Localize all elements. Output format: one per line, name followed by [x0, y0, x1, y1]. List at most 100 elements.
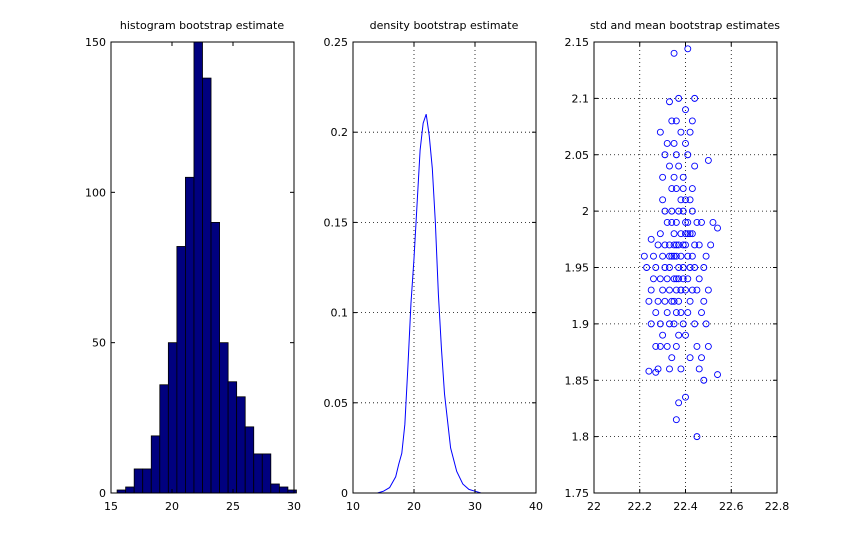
scatter-point — [679, 264, 687, 271]
scatter-panel: std and mean bootstrap estimates 22 22.2 2… — [565, 19, 790, 513]
scatter-point — [679, 241, 687, 249]
scatter-x-tick-label: 22 — [587, 500, 601, 513]
scatter-point — [666, 252, 673, 260]
scatter-point — [675, 94, 683, 102]
scatter-point — [659, 286, 667, 294]
histogram-x-tick-label: 30 — [287, 500, 301, 513]
density-line — [377, 113, 482, 494]
scatter-title: std and mean bootstrap estimates — [590, 19, 780, 32]
scatter-point — [682, 331, 689, 339]
scatter-x-tick-label: 22.6 — [719, 500, 744, 513]
scatter-point — [675, 264, 683, 271]
histogram-bar — [125, 486, 135, 494]
scatter-point — [661, 207, 669, 215]
scatter-point — [670, 173, 678, 181]
scatter-point — [675, 297, 683, 305]
scatter-point — [714, 371, 721, 379]
scatter-point — [668, 207, 676, 215]
scatter-point — [656, 230, 664, 238]
scatter-point — [668, 117, 676, 125]
histogram-y-tick-label: 100 — [85, 186, 106, 199]
scatter-point — [654, 365, 662, 373]
scatter-point — [670, 275, 678, 283]
scatter-point — [663, 309, 671, 317]
histogram-y-tick-label: 50 — [92, 337, 106, 350]
scatter-point — [670, 320, 678, 328]
histogram-bar — [210, 221, 220, 494]
histogram-bar — [219, 342, 229, 494]
scatter-point — [659, 196, 667, 204]
scatter-point — [682, 218, 689, 226]
scatter-point — [647, 286, 655, 294]
scatter-point — [661, 241, 669, 249]
histogram-bar — [278, 486, 289, 494]
density-y-tick-label: 0.15 — [324, 216, 349, 229]
scatter-point — [672, 185, 680, 193]
scatter-point — [668, 252, 676, 260]
scatter-point — [684, 45, 692, 53]
scatter-y-tick-label: 1.9 — [572, 318, 590, 331]
histogram-x-tick-label: 20 — [165, 500, 179, 513]
scatter-point — [684, 275, 692, 283]
density-x-tick-label: 30 — [468, 500, 482, 513]
scatter-point — [679, 207, 687, 215]
scatter-x-tick-label: 22.4 — [673, 500, 698, 513]
scatter-point — [677, 252, 685, 260]
scatter-point — [688, 286, 696, 294]
scatter-point — [682, 230, 689, 238]
scatter-point — [684, 218, 692, 226]
histogram-title: histogram bootstrap estimate — [120, 19, 284, 32]
scatter-point — [670, 140, 678, 147]
scatter-point — [670, 230, 678, 238]
histogram-bar — [244, 426, 255, 494]
scatter-point — [672, 151, 680, 159]
scatter-point — [682, 241, 689, 249]
scatter-point — [668, 354, 676, 362]
scatter-point — [691, 241, 699, 249]
scatter-point — [682, 286, 689, 294]
histogram-x-tick-label: 25 — [226, 500, 240, 513]
scatter-point — [647, 320, 655, 328]
scatter-point — [688, 117, 696, 125]
scatter-point — [672, 218, 680, 226]
scatter-point — [677, 128, 685, 136]
scatter-point — [682, 140, 689, 147]
histogram-y-tick-label: 150 — [85, 36, 106, 49]
scatter-point — [672, 286, 680, 294]
scatter-point — [684, 309, 692, 317]
scatter-point — [668, 218, 676, 226]
scatter-point — [707, 241, 715, 249]
scatter-point — [684, 151, 692, 159]
scatter-point — [670, 49, 678, 57]
scatter-point — [650, 252, 657, 260]
scatter-y-tick-label: 2.1 — [572, 92, 590, 105]
scatter-point — [686, 230, 694, 238]
scatter-point — [691, 162, 699, 170]
histogram-bar — [142, 468, 152, 494]
histogram-bar — [167, 342, 178, 494]
scatter-point — [659, 173, 667, 181]
scatter-point — [695, 275, 703, 283]
scatter-point — [682, 196, 689, 204]
scatter-y-tick-label: 2 — [582, 205, 589, 218]
density-title: density bootstrap estimate — [370, 19, 519, 32]
histogram-bar — [270, 483, 280, 494]
scatter-y-tick-label: 1.75 — [565, 487, 590, 500]
scatter-point — [663, 218, 671, 226]
scatter-y-tick-label: 1.85 — [565, 374, 590, 387]
histogram-bar — [159, 384, 169, 494]
scatter-y-tick-label: 2.15 — [565, 36, 590, 49]
scatter-point — [652, 264, 660, 271]
density-y-tick-label: 0 — [341, 487, 348, 500]
scatter-point — [704, 342, 712, 350]
scatter-point — [663, 342, 671, 350]
scatter-point — [675, 331, 683, 339]
scatter-point — [698, 218, 705, 226]
scatter-point — [693, 433, 701, 441]
scatter-point — [666, 241, 673, 249]
scatter-point — [714, 224, 721, 232]
scatter-point — [700, 297, 708, 305]
scatter-x-tick-label: 22.2 — [628, 500, 653, 513]
scatter-y-tick-label: 1.8 — [572, 431, 590, 444]
